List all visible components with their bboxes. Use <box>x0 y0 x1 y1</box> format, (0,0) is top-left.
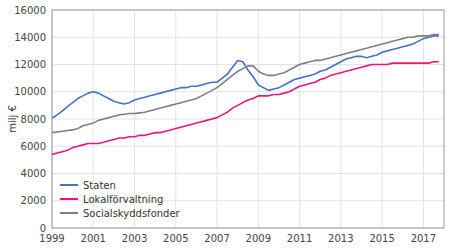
series-line <box>52 62 439 155</box>
legend-swatch <box>60 212 78 214</box>
grid-line <box>382 10 383 228</box>
grid-line <box>340 10 341 228</box>
series-lines <box>52 35 439 155</box>
legend-label: Socialskyddsfonder <box>83 208 181 219</box>
y-tick-label: 0 <box>40 223 46 234</box>
y-tick-label: 14000 <box>14 32 46 43</box>
grid-line <box>423 10 424 228</box>
chart: 0 2000 4000 6000 8000 10000 12000 14000 16000 199… <box>0 0 454 252</box>
grid-line <box>52 91 444 92</box>
grid-line <box>52 146 444 147</box>
x-tick-label: 2005 <box>163 233 188 244</box>
grid-line <box>52 119 444 120</box>
y-tick-label: 6000 <box>21 141 46 152</box>
series-line <box>52 36 439 118</box>
plot-frame <box>52 10 444 228</box>
legend-label: Staten <box>83 180 116 191</box>
y-axis-label: milj € <box>7 105 18 133</box>
legend-label: Lokalförvaltning <box>83 194 163 205</box>
y-tick-label: 2000 <box>21 195 46 206</box>
x-tick-label: 2007 <box>204 233 229 244</box>
grid-line <box>299 10 300 228</box>
y-tick-label: 8000 <box>21 114 46 125</box>
x-tick-label: 2009 <box>246 233 271 244</box>
grid-line <box>258 10 259 228</box>
x-tick-label: 2013 <box>328 233 353 244</box>
legend-swatch <box>60 198 78 200</box>
x-tick-label: 2017 <box>411 233 436 244</box>
legend-swatch <box>60 184 78 186</box>
x-tick-label: 2001 <box>81 233 106 244</box>
grid-line <box>52 173 444 174</box>
y-tick-label: 10000 <box>14 86 46 97</box>
grid-line <box>217 10 218 228</box>
series-line <box>52 35 439 133</box>
x-tick-label: 2003 <box>122 233 147 244</box>
x-tick-label: 2011 <box>287 233 312 244</box>
x-tick-label: 1999 <box>39 233 64 244</box>
legend: Staten Lokalförvaltning Socialskyddsfonder <box>60 180 181 219</box>
y-tick-label: 16000 <box>14 5 46 16</box>
y-tick-label: 4000 <box>21 168 46 179</box>
grid-line <box>175 10 176 228</box>
grid <box>52 10 444 228</box>
axes: 0 2000 4000 6000 8000 10000 12000 14000 16000 199… <box>14 5 444 245</box>
grid-line <box>52 37 444 38</box>
y-tick-label: 12000 <box>14 59 46 70</box>
x-tick-label: 2015 <box>369 233 394 244</box>
